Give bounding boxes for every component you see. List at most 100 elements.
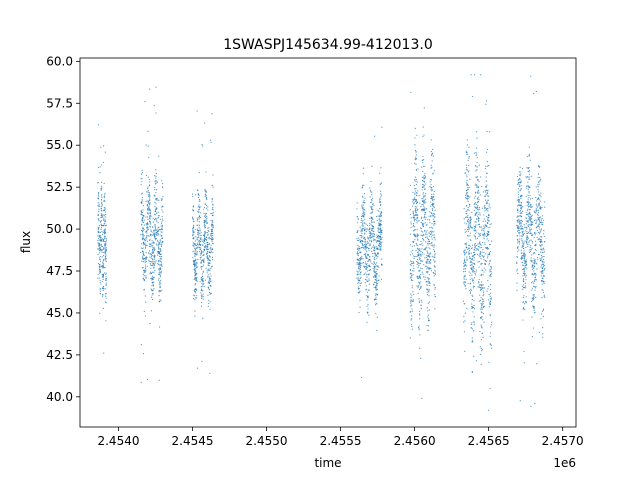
data-point [196,220,198,222]
data-point [425,183,427,185]
data-point [100,146,102,148]
data-point [488,217,490,219]
data-point [380,245,383,247]
data-point [465,192,468,194]
data-point [200,232,202,234]
data-point [529,216,531,218]
data-point [423,185,426,187]
data-point [471,299,473,301]
data-point [361,240,364,242]
data-point [99,257,101,259]
data-point [381,263,383,265]
data-point [490,321,493,323]
data-point [152,250,154,252]
data-point [427,240,429,242]
data-point [368,314,370,316]
data-point [145,231,147,233]
data-point [531,197,533,199]
data-point [414,190,417,192]
data-point [143,270,145,272]
data-point [417,287,419,289]
data-point [208,251,211,253]
data-point [409,268,411,271]
data-point [520,227,523,229]
data-point [426,277,428,279]
data-point [483,300,485,302]
data-point [414,196,416,198]
data-point [145,200,147,203]
data-point [366,256,368,258]
data-point [410,304,413,306]
data-point [539,194,541,196]
data-point [466,193,468,195]
data-point [413,220,416,222]
data-point [371,225,373,227]
data-point [518,215,520,217]
data-point [469,232,471,234]
data-point [521,258,523,260]
data-point [208,302,210,305]
data-point [475,213,477,215]
data-point [522,319,524,321]
data-point [210,212,212,215]
data-point [540,192,542,194]
data-point [375,292,377,295]
data-point [104,252,106,254]
x-tick-label: 2.4560 [394,434,436,448]
data-point [533,261,535,263]
data-point [423,107,425,109]
data-point [380,167,382,169]
data-point [420,308,422,310]
data-point [205,171,207,173]
data-point [466,174,468,176]
data-point [380,201,382,203]
data-point [541,267,543,270]
data-point [371,208,373,211]
data-point [151,258,154,260]
data-point [143,228,145,231]
data-point [379,229,382,231]
data-point [102,240,104,242]
data-point [410,278,413,281]
data-point [415,219,418,221]
data-point [194,277,196,280]
data-point [425,241,427,243]
data-point [410,302,412,304]
data-point [537,197,540,199]
data-point [205,195,207,197]
data-point [427,277,429,279]
data-point [102,264,104,267]
data-point [467,186,469,189]
data-point [373,284,375,286]
chart-title: 1SWASPJ145634.99-412013.0 [223,37,432,53]
data-point [197,246,199,248]
data-point [148,245,151,247]
data-point [361,206,363,208]
data-point [197,224,199,226]
data-point [205,198,208,200]
data-point [473,244,475,246]
data-point [431,148,434,150]
data-point [523,242,525,244]
data-point [467,224,470,226]
data-point [193,245,195,247]
data-point [525,223,528,225]
data-point [104,213,107,216]
data-point [368,244,370,246]
data-point [528,227,531,229]
data-point [198,221,200,223]
data-point [467,208,469,211]
data-point [431,223,433,225]
data-point [157,234,160,236]
data-point [375,262,378,264]
data-point [413,262,415,264]
data-point [211,229,213,231]
data-point [518,204,520,206]
data-point [368,232,370,234]
data-point [195,194,197,196]
data-point [141,172,144,174]
data-point [531,223,533,226]
data-point [150,272,152,274]
data-point [149,194,151,196]
data-point [97,194,99,196]
